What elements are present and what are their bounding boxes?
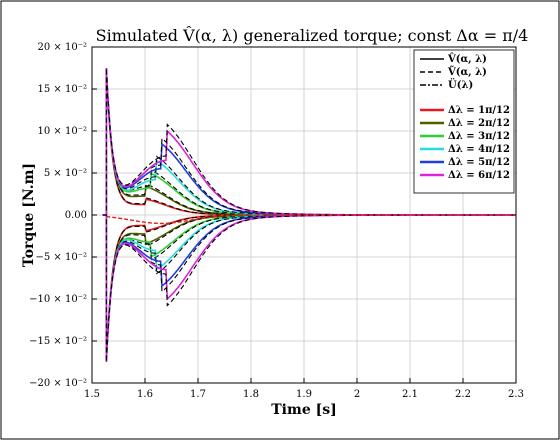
y-axis-label: Torque [N.m] <box>21 163 37 267</box>
x-tick-label: 1.9 <box>296 389 312 400</box>
legend-label: Ü(λ) <box>448 78 473 91</box>
y-tick-label: 0.00 <box>65 210 87 221</box>
x-tick-label: 2.3 <box>508 389 524 400</box>
legend-label: Δλ = 4π/12 <box>448 144 510 155</box>
y-tick-label: −10 × 10⁻² <box>29 294 87 305</box>
y-tick-label: 5 × 10⁻² <box>44 168 87 179</box>
legend-label: Δλ = 5π/12 <box>448 157 510 168</box>
chart-title: Simulated V̂(α, λ) generalized torque; c… <box>96 26 529 45</box>
y-tick-label: −5 × 10⁻² <box>36 252 88 263</box>
x-tick-label: 1.6 <box>137 389 153 400</box>
x-tick-label: 2.2 <box>455 389 471 400</box>
legend-label: Δλ = 2π/12 <box>448 118 510 129</box>
x-tick-label: 1.5 <box>84 389 100 400</box>
y-tick-label: 15 × 10⁻² <box>38 84 87 95</box>
y-tick-label: −20 × 10⁻² <box>29 378 87 389</box>
x-tick-label: 2 <box>354 389 360 400</box>
x-tick-label: 1.7 <box>190 389 206 400</box>
legend: V̂(α, λ)Ṽ(α, λ)Ü(λ) Δλ = 1π/12 Δλ = 2π/12 Δ… <box>414 50 514 193</box>
legend-label: V̂(α, λ) <box>447 53 487 65</box>
x-tick-label: 1.8 <box>243 389 259 400</box>
legend-label: Δλ = 3π/12 <box>448 131 510 142</box>
y-tick-label: −15 × 10⁻² <box>29 336 87 347</box>
y-tick-label: 10 × 10⁻² <box>38 126 87 137</box>
legend-label: Δλ = 1π/12 <box>448 105 510 116</box>
legend-label: Δλ = 6π/12 <box>448 170 510 181</box>
x-axis-label: Time [s] <box>271 402 336 418</box>
x-tick-label: 2.1 <box>402 389 418 400</box>
legend-label: Ṽ(α, λ) <box>447 66 487 78</box>
y-tick-label: 20 × 10⁻² <box>38 42 87 53</box>
